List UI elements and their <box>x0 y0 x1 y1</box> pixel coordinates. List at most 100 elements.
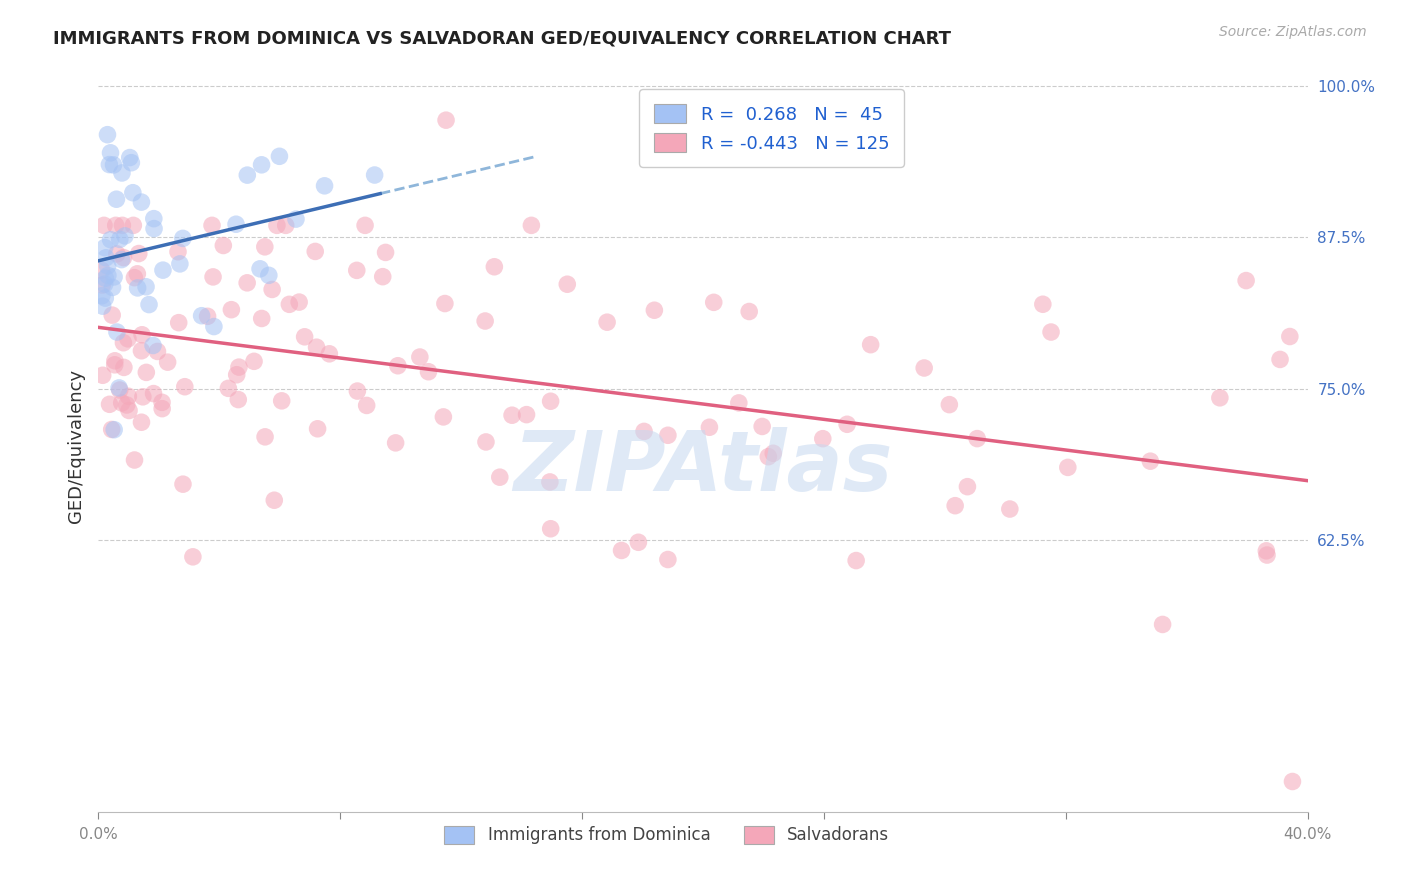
Point <box>124 453 146 467</box>
Point <box>146 344 169 359</box>
Point <box>253 240 276 254</box>
Point <box>142 386 165 401</box>
Point <box>305 340 328 354</box>
Point <box>111 166 134 180</box>
Point <box>117 332 139 346</box>
Point <box>520 219 543 233</box>
Point <box>912 361 935 376</box>
Point <box>101 308 124 322</box>
Point <box>117 389 139 403</box>
Point <box>346 384 368 398</box>
Point <box>150 401 173 416</box>
Point <box>100 233 122 247</box>
Point <box>254 430 277 444</box>
Text: IMMIGRANTS FROM DOMINICA VS SALVADORAN GED/EQUIVALENCY CORRELATION CHART: IMMIGRANTS FROM DOMINICA VS SALVADORAN G… <box>53 29 952 47</box>
Point <box>610 543 633 558</box>
Point <box>105 192 128 206</box>
Point <box>657 428 679 442</box>
Point <box>434 113 457 128</box>
Point <box>202 269 225 284</box>
Point <box>173 380 195 394</box>
Point <box>131 195 153 210</box>
Point <box>374 245 396 260</box>
Point <box>101 280 124 294</box>
Point <box>90 263 112 277</box>
Point <box>943 499 966 513</box>
Point <box>1032 297 1054 311</box>
Point <box>269 149 291 163</box>
Point <box>488 470 510 484</box>
Point <box>515 408 537 422</box>
Point <box>91 368 114 383</box>
Point <box>243 354 266 368</box>
Point <box>150 395 173 409</box>
Point <box>363 168 385 182</box>
Point <box>956 480 979 494</box>
Point <box>1256 544 1278 558</box>
Point <box>756 450 779 464</box>
Point <box>103 423 125 437</box>
Point <box>103 158 125 172</box>
Point <box>98 158 121 172</box>
Point <box>263 493 285 508</box>
Point <box>270 393 292 408</box>
Point <box>97 268 120 283</box>
Point <box>94 251 117 265</box>
Point <box>966 432 988 446</box>
Point <box>169 257 191 271</box>
Point <box>167 244 190 259</box>
Point <box>432 409 454 424</box>
Point <box>1209 391 1232 405</box>
Point <box>1281 774 1303 789</box>
Point <box>93 241 115 255</box>
Point <box>1040 325 1063 339</box>
Point <box>845 553 868 567</box>
Point <box>304 244 326 259</box>
Point <box>484 260 506 274</box>
Point <box>1139 454 1161 468</box>
Point <box>627 535 650 549</box>
Point <box>225 368 247 382</box>
Point <box>128 246 150 260</box>
Point <box>201 219 224 233</box>
Y-axis label: GED/Equivalency: GED/Equivalency <box>66 369 84 523</box>
Point <box>91 278 114 293</box>
Point <box>108 381 131 395</box>
Point <box>94 291 117 305</box>
Point <box>1268 352 1291 367</box>
Point <box>172 477 194 491</box>
Point <box>98 397 121 411</box>
Point <box>657 552 679 566</box>
Point <box>250 311 273 326</box>
Point <box>120 155 142 169</box>
Point <box>236 276 259 290</box>
Point <box>135 279 157 293</box>
Point <box>703 295 725 310</box>
Point <box>837 417 859 432</box>
Point <box>108 383 131 397</box>
Point <box>538 475 561 489</box>
Point <box>1256 548 1278 562</box>
Point <box>236 168 259 182</box>
Point <box>105 247 128 261</box>
Text: Source: ZipAtlas.com: Source: ZipAtlas.com <box>1219 25 1367 39</box>
Point <box>228 360 250 375</box>
Point <box>387 359 409 373</box>
Point <box>249 261 271 276</box>
Point <box>111 219 134 233</box>
Point <box>474 314 496 328</box>
Legend: Immigrants from Dominica, Salvadorans: Immigrants from Dominica, Salvadorans <box>437 819 896 851</box>
Point <box>257 268 280 283</box>
Point <box>108 232 131 246</box>
Point <box>197 310 219 324</box>
Point <box>97 259 120 273</box>
Point <box>105 325 128 339</box>
Point <box>356 399 378 413</box>
Point <box>104 353 127 368</box>
Point <box>643 303 665 318</box>
Point <box>738 304 761 318</box>
Point <box>93 219 115 233</box>
Point <box>104 219 127 233</box>
Point <box>167 316 190 330</box>
Point <box>811 432 834 446</box>
